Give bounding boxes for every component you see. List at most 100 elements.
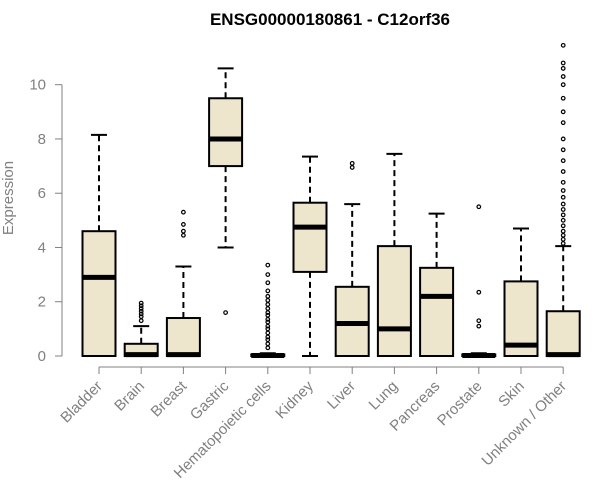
outlier-point — [560, 188, 566, 193]
outlier-point — [265, 280, 271, 286]
outlier-point — [265, 316, 271, 322]
outlier-point — [476, 323, 482, 329]
outlier-point — [560, 147, 566, 153]
outlier-point — [560, 223, 566, 229]
outlier-point — [560, 136, 566, 142]
outlier-point — [349, 160, 355, 166]
box-iqr — [165, 317, 201, 358]
box-brain — [123, 300, 159, 358]
box-iqr — [292, 201, 328, 273]
outlier-point — [560, 179, 566, 185]
outlier-point — [560, 217, 566, 223]
outlier-point — [560, 109, 566, 115]
outlier-point — [560, 95, 566, 101]
outlier-point — [138, 306, 144, 311]
outlier-point — [265, 334, 271, 340]
outlier-point — [180, 222, 186, 227]
outlier-point — [138, 308, 144, 314]
outlier-point — [265, 272, 271, 278]
x-tick-label: Bladder — [57, 378, 106, 427]
outlier-point — [560, 236, 566, 242]
y-tick-label: 8 — [38, 131, 46, 148]
box-prostate — [461, 204, 497, 358]
outlier-point — [560, 74, 566, 79]
y-tick-label: 2 — [38, 294, 46, 311]
outlier-point — [560, 212, 566, 218]
outlier-point — [138, 318, 144, 324]
box-hematopoietic-cells — [250, 262, 286, 358]
chart-title: ENSG00000180861 - C12orf36 — [210, 10, 450, 29]
outlier-point — [265, 306, 271, 311]
outlier-point — [560, 169, 566, 174]
box-breast — [165, 209, 201, 358]
outlier-point — [560, 66, 566, 71]
outlier-point — [560, 194, 566, 200]
outlier-point — [138, 300, 144, 306]
outlier-point — [349, 165, 355, 170]
outlier-point — [265, 297, 271, 303]
outlier-point — [223, 310, 229, 315]
outlier-point — [560, 232, 566, 238]
box-liver — [334, 160, 370, 357]
y-tick-label: 4 — [38, 239, 46, 256]
x-tick-label: Brain — [111, 378, 148, 415]
outlier-point — [265, 326, 271, 332]
outlier-point — [560, 120, 566, 126]
x-tick-label: Lung — [366, 378, 402, 414]
outlier-point — [265, 345, 271, 351]
box-gastric — [208, 67, 244, 315]
outlier-point — [560, 158, 566, 164]
outlier-point — [265, 341, 271, 347]
outlier-point — [265, 312, 271, 318]
outlier-point — [265, 310, 271, 315]
outlier-point — [138, 303, 144, 309]
y-tick-label: 10 — [29, 77, 46, 94]
outlier-point — [476, 318, 482, 324]
box-series — [81, 42, 581, 358]
x-tick-label: Skin — [495, 378, 528, 411]
y-tick-label: 6 — [38, 185, 46, 202]
outlier-point — [560, 60, 566, 66]
outlier-point — [560, 42, 566, 48]
box-iqr — [419, 266, 455, 357]
x-tick-label: Prostate — [434, 378, 486, 430]
x-tick-label: Breast — [148, 377, 191, 420]
outlier-point — [265, 330, 271, 336]
y-tick-label: 0 — [38, 348, 46, 365]
outlier-point — [560, 201, 566, 207]
box-skin — [503, 227, 539, 357]
box-iqr — [81, 230, 117, 357]
outlier-point — [265, 319, 271, 325]
outlier-point — [138, 311, 144, 317]
outlier-point — [180, 209, 186, 215]
x-tick-label: Kidney — [272, 377, 317, 422]
outlier-point — [265, 337, 271, 343]
outlier-point — [560, 241, 566, 246]
box-kidney — [292, 155, 328, 357]
outlier-point — [265, 262, 271, 268]
outlier-point — [560, 228, 566, 234]
box-bladder — [81, 133, 117, 357]
outlier-point — [560, 82, 566, 88]
outlier-point — [180, 228, 186, 234]
y-axis: 0 2 4 6 8 10 — [29, 77, 63, 365]
box-iqr — [208, 97, 244, 168]
y-axis-label: Expression — [0, 161, 17, 235]
outlier-point — [265, 293, 271, 299]
outlier-point — [476, 204, 482, 210]
box-unknown-other — [545, 42, 581, 358]
x-tick-label: Liver — [324, 378, 359, 413]
box-iqr — [376, 245, 412, 357]
outlier-point — [265, 302, 271, 307]
outlier-point — [138, 314, 144, 320]
outlier-point — [476, 289, 482, 295]
box-iqr — [545, 310, 581, 357]
box-pancreas — [419, 212, 455, 357]
outlier-point — [265, 323, 271, 329]
outlier-point — [560, 207, 566, 212]
outlier-point — [265, 288, 271, 294]
outlier-point — [180, 232, 186, 238]
box-lung — [376, 152, 412, 357]
